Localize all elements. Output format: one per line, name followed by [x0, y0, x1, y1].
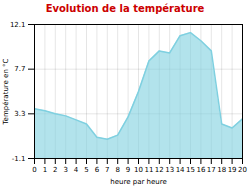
svg-text:17: 17: [207, 166, 216, 174]
svg-text:16: 16: [196, 166, 205, 174]
svg-text:15: 15: [186, 166, 195, 174]
svg-text:13: 13: [165, 166, 174, 174]
svg-text:12.1: 12.1: [10, 21, 26, 29]
svg-text:1: 1: [43, 166, 47, 174]
svg-text:12: 12: [155, 166, 164, 174]
svg-text:3: 3: [63, 166, 67, 174]
svg-text:20: 20: [238, 166, 247, 174]
svg-text:8: 8: [115, 166, 119, 174]
svg-text:5: 5: [84, 166, 88, 174]
svg-text:19: 19: [228, 166, 237, 174]
svg-text:3.3: 3.3: [14, 110, 25, 118]
svg-text:7: 7: [105, 166, 109, 174]
html-text:Evolution de la température: Evolution de la température: [45, 3, 205, 14]
svg-text:heure par heure: heure par heure: [110, 178, 166, 186]
svg-text:11: 11: [144, 166, 153, 174]
svg-text:6: 6: [95, 166, 100, 174]
svg-text:Température en °C: Température en °C: [2, 58, 10, 125]
svg-text:9: 9: [126, 166, 130, 174]
svg-text:10: 10: [134, 166, 143, 174]
svg-text:-1.1: -1.1: [12, 155, 26, 163]
svg-text:2: 2: [53, 166, 57, 174]
svg-text:18: 18: [217, 166, 226, 174]
svg-text:7.7: 7.7: [14, 65, 25, 73]
svg-text:4: 4: [74, 166, 79, 174]
svg-text:0: 0: [32, 166, 36, 174]
svg-text:14: 14: [176, 166, 185, 174]
